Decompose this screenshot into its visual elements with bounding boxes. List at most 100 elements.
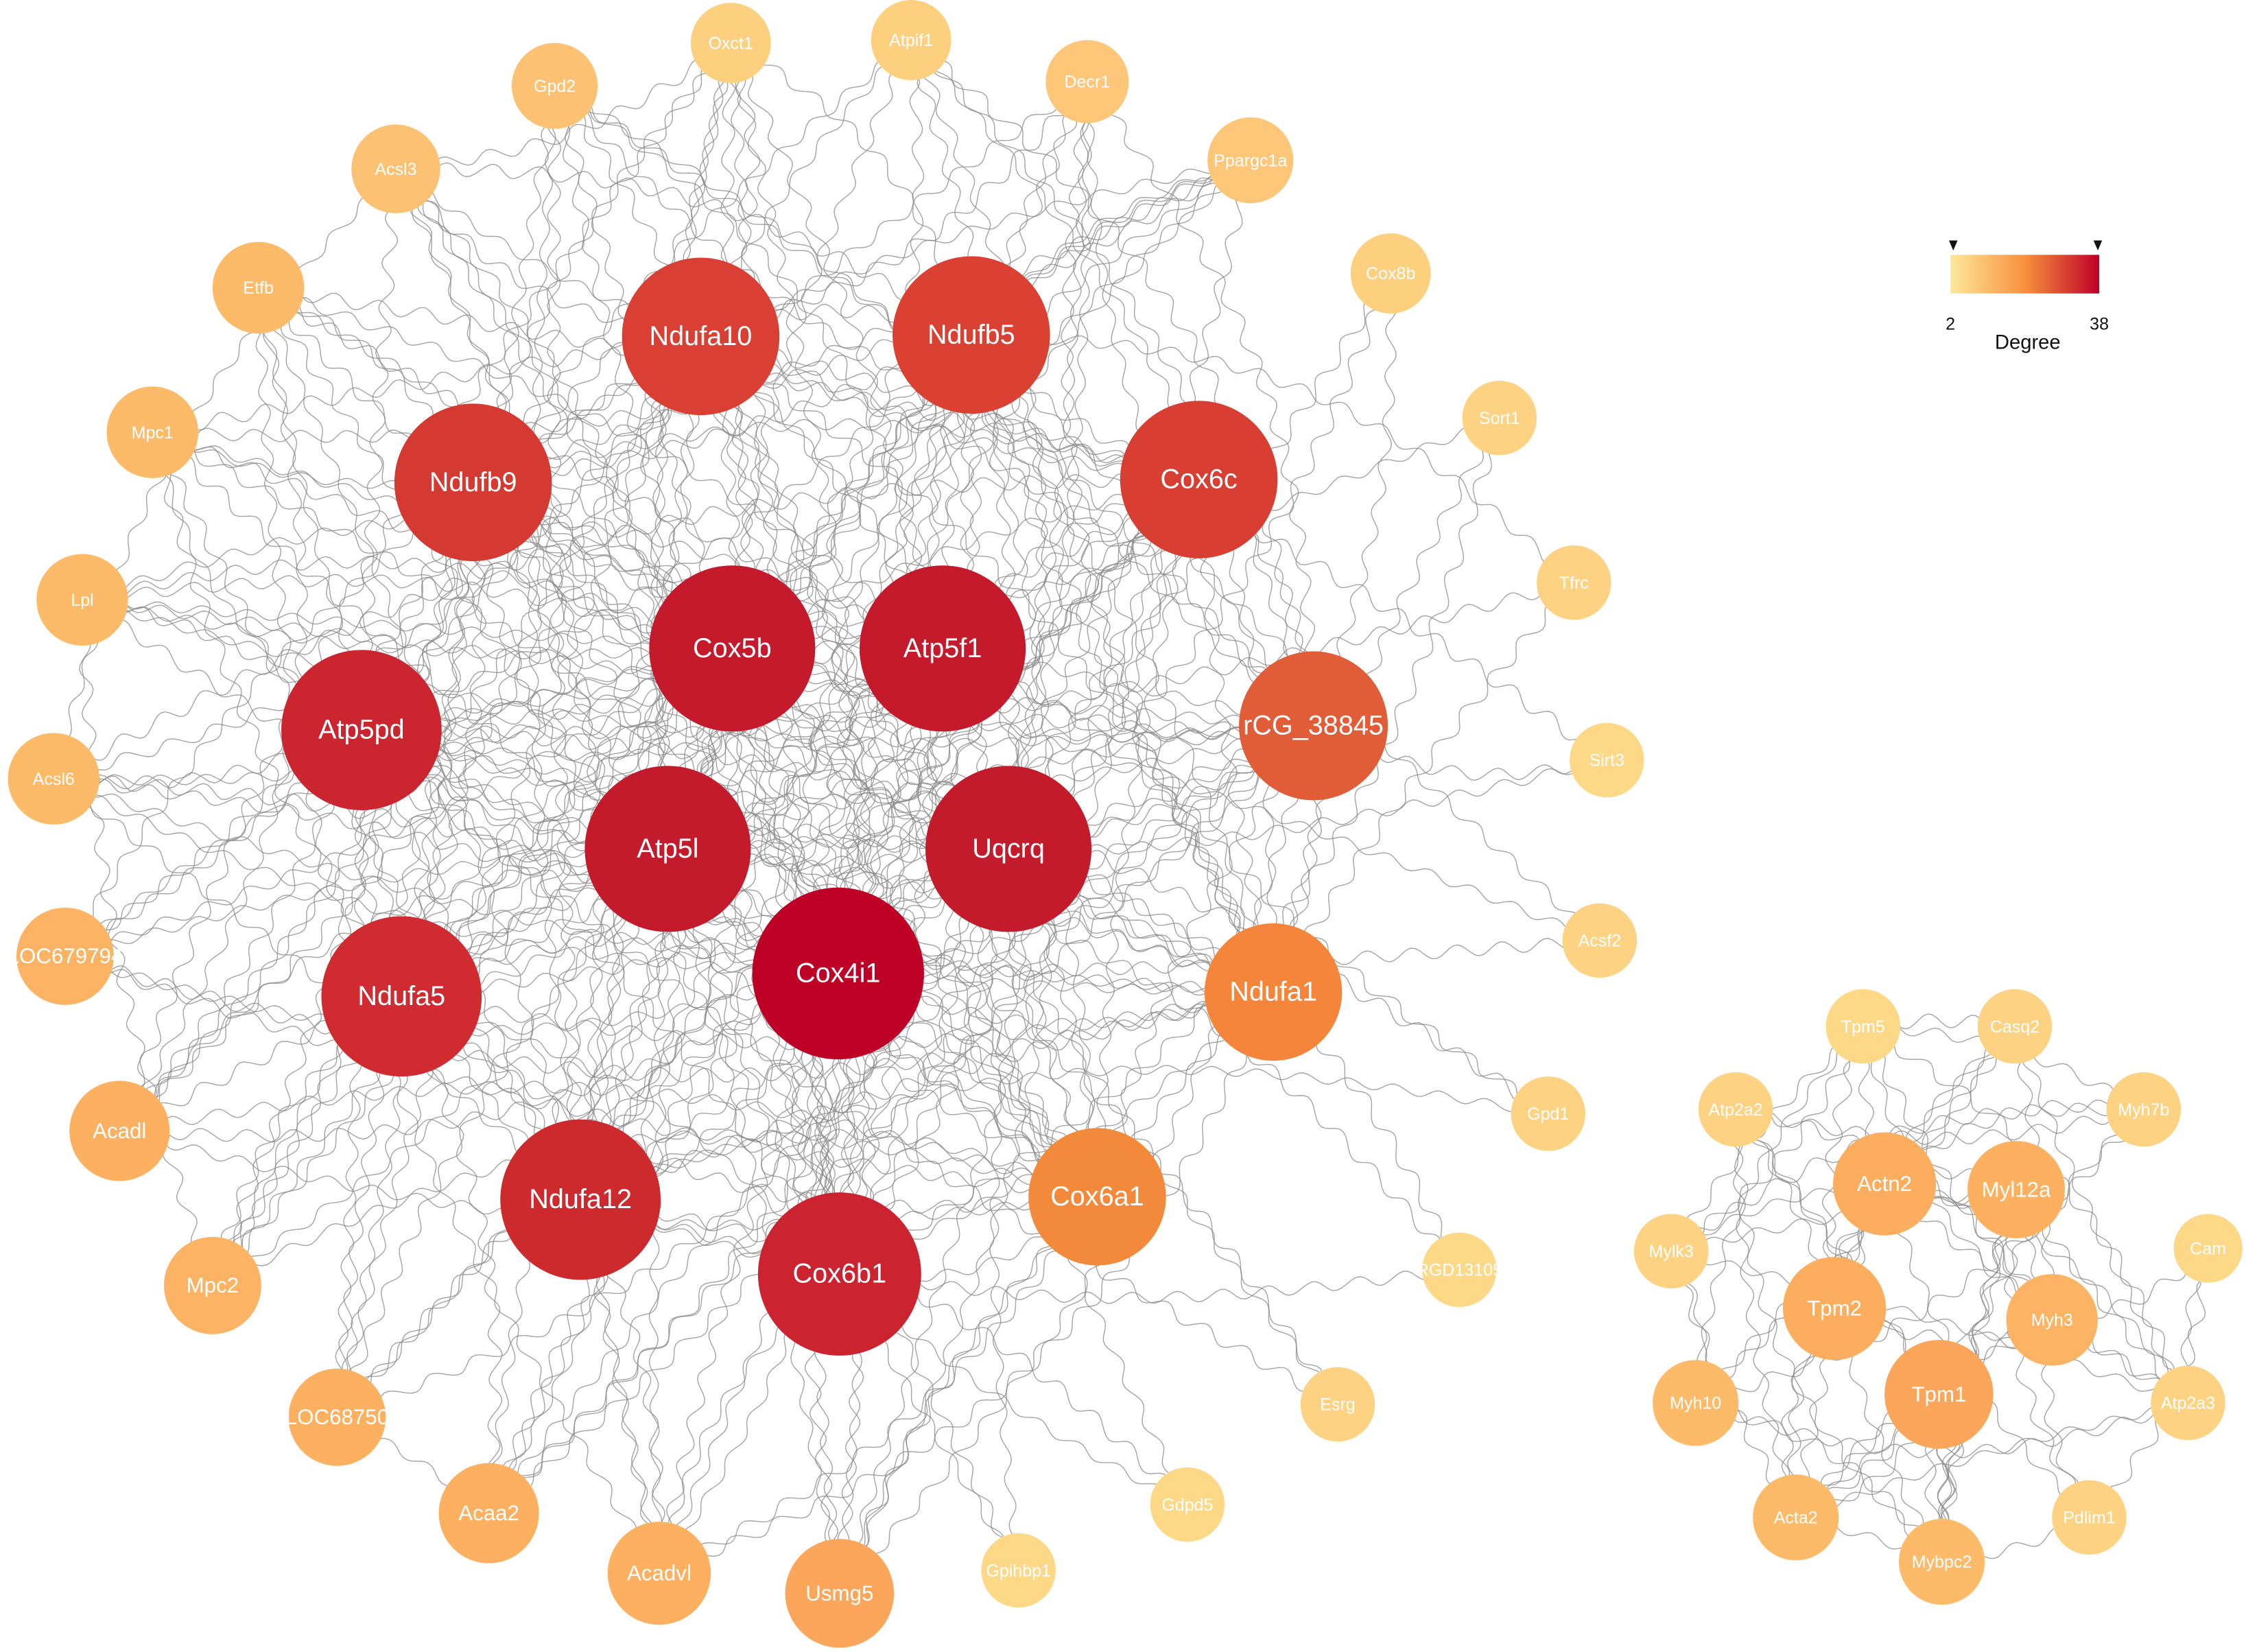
node [351,124,440,213]
node-label: Decr1 [1064,73,1110,92]
edge [400,166,674,849]
edge [124,340,707,1135]
edge [960,334,1100,1198]
node [1207,117,1294,204]
node [893,256,1050,414]
node [1120,401,1278,558]
node [649,565,816,732]
edge [547,85,587,1201]
edge [76,598,213,1287]
node-label: Atpif1 [889,31,933,50]
node [1045,40,1129,123]
edge [475,157,1251,488]
edge [484,729,1318,1510]
edge [335,334,700,1419]
node-label: rCG_38845 [1243,710,1384,740]
node [500,1119,661,1280]
edge [119,978,840,1143]
node-label: Mpc2 [187,1273,239,1297]
edge [1882,1183,2192,1400]
edge [705,331,1274,994]
edge [971,329,1575,582]
edge [1670,1026,1863,1251]
node [860,565,1026,732]
edge [653,43,733,849]
edge [907,42,1316,727]
node [757,1192,921,1356]
node [281,650,442,811]
node [321,916,482,1077]
edge [489,722,1311,1515]
node-label: Esrg [1320,1395,1355,1415]
node [288,1368,386,1466]
edge [831,83,1095,972]
node-label: Sort1 [1479,409,1520,428]
node-label: Casq2 [1990,1017,2040,1037]
node [1204,923,1343,1061]
node-label: Ndufa5 [357,981,445,1011]
node [2173,1214,2243,1283]
node [16,907,114,1005]
edge [912,39,1048,849]
edge [989,480,1203,1570]
node-label: Uqcrq [972,834,1045,864]
node-label: Gdpd5 [1161,1496,1213,1515]
node [622,257,780,416]
node [785,1539,895,1648]
node [752,887,924,1060]
edge [206,482,478,1284]
edge [703,334,1102,1196]
node [2151,1365,2225,1441]
edge [694,337,881,1275]
node-label: Myh3 [2031,1311,2073,1330]
node [1462,381,1537,456]
node [2106,1072,2182,1147]
node [212,241,305,334]
legend: 2 38 Degree [1946,240,2109,354]
edge [840,1195,1096,1595]
legend-title: Degree [1995,332,2061,354]
edge [390,169,604,1200]
node-label: LOC679794 [8,944,123,968]
edge [208,480,475,1285]
edge [331,851,672,1415]
edge [1858,1030,2185,1408]
node-label: Ndufb9 [429,467,517,497]
node-label: Acsl3 [375,160,416,179]
edge [731,475,1198,647]
edge [54,472,1201,783]
node-label: Ppargc1a [1214,151,1287,170]
edge [392,170,1102,1195]
legend-gradient [1950,255,2100,294]
node [438,1463,539,1564]
edge [551,87,942,652]
node-label: Tpm1 [1911,1382,1966,1406]
edge [119,1081,1098,1202]
edge [82,597,1314,748]
edge [1735,1109,1935,1398]
node-label: Mylk3 [1649,1242,1694,1261]
node [1977,989,2053,1064]
node [1028,1128,1166,1266]
edge [584,336,976,1202]
node [1653,1360,1739,1446]
edge [397,162,972,336]
edge [212,1129,1097,1287]
edge [65,643,731,959]
edge [484,846,1008,1511]
legend-max: 38 [2090,314,2109,333]
node-label: Atp5l [637,834,698,864]
node-label: Ndufb5 [927,320,1015,350]
node-label: Acaa2 [458,1501,519,1525]
node [106,386,199,478]
node-label: Cox6c [1160,464,1237,495]
edge [1672,1102,2146,1257]
edge [393,38,730,172]
node [1239,651,1388,801]
edge [475,43,732,486]
edge [64,954,1098,1199]
node-label: Acadvl [627,1561,691,1585]
edge [694,340,1010,849]
node [1967,1141,2066,1238]
